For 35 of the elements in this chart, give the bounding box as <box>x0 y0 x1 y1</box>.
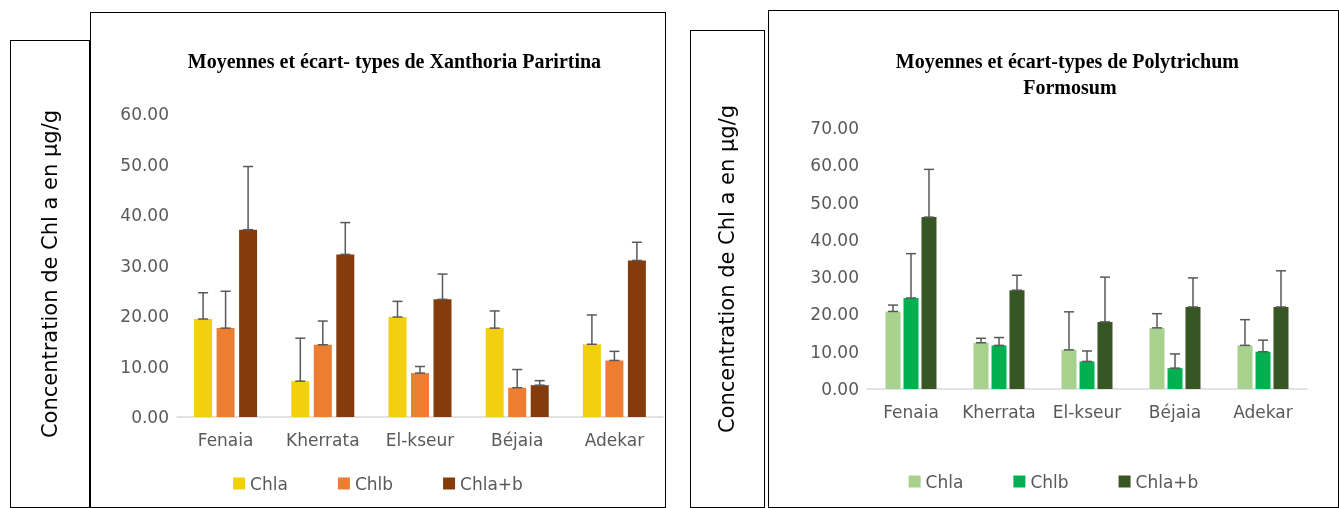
x-tick-label: Fenaia <box>197 429 254 450</box>
y-tick-label: 30.00 <box>120 255 169 276</box>
x-tick-label: Béjaia <box>491 429 544 450</box>
y-tick-label: 0.00 <box>131 407 169 427</box>
y-tick-label: 70.00 <box>810 118 859 138</box>
x-tick-label: El-kseur <box>385 429 455 450</box>
legend-label: Chla+b <box>460 473 523 494</box>
x-tick-label: Kherrata <box>962 401 1036 422</box>
y-tick-label: 20.00 <box>120 306 169 326</box>
x-tick-label: Béjaia <box>1148 401 1202 422</box>
legend-label: Chla <box>250 473 288 494</box>
x-tick-label: Fenaia <box>883 401 939 422</box>
y-tick-label: 10.00 <box>810 341 859 362</box>
y-axis-title: Concentration de Chl a en µg/g <box>38 109 62 439</box>
legend-label: Chlb <box>1030 471 1069 492</box>
y-tick-label: 40.00 <box>810 229 859 250</box>
y-tick-label: 40.00 <box>120 205 169 225</box>
x-tick-label: Kherrata <box>286 429 360 450</box>
legend-label: Chla+b <box>1135 471 1199 492</box>
y-tick-label: 60.00 <box>810 155 859 176</box>
y-tick-label: 30.00 <box>810 267 859 288</box>
legend-label: Chlb <box>354 473 394 494</box>
y-tick-label: 50.00 <box>120 154 169 175</box>
y-tick-label: 10.00 <box>120 356 169 377</box>
x-tick-label: El-kseur <box>1052 401 1122 422</box>
y-tick-label: 0.00 <box>821 379 859 399</box>
x-tick-label: Adekar <box>1233 401 1293 422</box>
legend-label: Chla <box>925 471 964 492</box>
y-axis-title: Concentration de Chl a en µg/g <box>715 104 740 434</box>
chart-title: Moyennes et écart- types de Xanthoria Parirtina <box>187 50 602 73</box>
chart-title: Moyennes et écart-types de Polytrichum Formosum <box>895 50 1245 98</box>
x-tick-label: Adekar <box>584 429 645 450</box>
y-tick-label: 20.00 <box>810 304 859 325</box>
y-tick-label: 50.00 <box>810 192 859 213</box>
y-tick-label: 60.00 <box>120 104 169 124</box>
